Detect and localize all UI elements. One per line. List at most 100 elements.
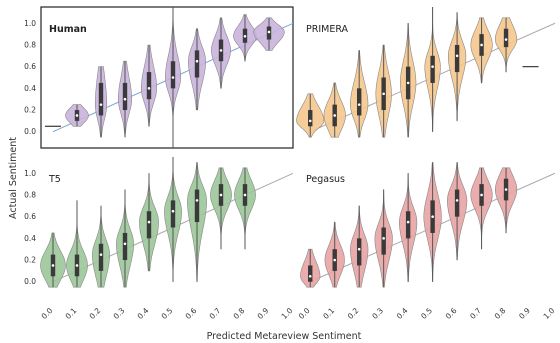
violin-median xyxy=(480,193,483,197)
violin-median xyxy=(123,242,127,246)
violin-iqr-box xyxy=(308,110,313,127)
x-tick-label: 0.6 xyxy=(444,306,459,321)
y-tick-label: 0.0 xyxy=(24,277,36,286)
violin-0 xyxy=(296,93,325,138)
x-tick-label: 0.7 xyxy=(208,306,223,321)
violin-3 xyxy=(116,189,134,288)
violin-median xyxy=(382,237,385,240)
violin-median xyxy=(406,81,410,85)
violin-iqr-box xyxy=(98,82,104,116)
violin-5 xyxy=(423,162,442,282)
violin-7 xyxy=(211,17,231,89)
panel-title: PRIMERA xyxy=(306,24,349,35)
violin-median xyxy=(195,199,199,202)
violin-median xyxy=(219,193,223,197)
violin-median xyxy=(123,97,127,101)
violin-1 xyxy=(323,82,346,138)
x-tick-label: 0.3 xyxy=(112,306,127,321)
violin-4 xyxy=(140,44,158,127)
violin-1 xyxy=(65,104,89,127)
x-tick-label: 0.8 xyxy=(232,306,247,321)
violin-7 xyxy=(470,17,493,84)
panel-1: PRIMERA xyxy=(296,7,556,138)
x-tick-label: 0.4 xyxy=(395,306,410,321)
x-tick-label: 0.9 xyxy=(517,306,532,321)
violin-median xyxy=(147,220,151,224)
violin-iqr-box xyxy=(122,232,128,261)
violin-iqr-box xyxy=(356,88,362,116)
violin-median xyxy=(308,119,312,123)
violin-8 xyxy=(234,167,256,250)
y-tick-label: 0.8 xyxy=(24,40,36,49)
panel-title: Pegasus xyxy=(306,174,345,185)
violin-median xyxy=(504,38,508,41)
violin-5 xyxy=(164,6,182,148)
violin-2 xyxy=(94,66,108,138)
violin-median xyxy=(99,103,103,106)
y-tick-label: 0.4 xyxy=(24,234,36,243)
violin-7 xyxy=(470,167,493,250)
x-tick-label: 1.0 xyxy=(280,306,295,321)
x-tick-label: 0.1 xyxy=(321,306,336,321)
violin-2 xyxy=(350,205,369,288)
violin-iqr-box xyxy=(381,227,386,255)
violin-6 xyxy=(448,12,467,122)
violin-iqr-box xyxy=(194,189,200,223)
y-tick-label: 1.0 xyxy=(24,19,36,28)
panel-2: 0.0 0.2 0.4 0.6 0.8 1.0 0.0 0.1 0.2 0.3 0.4 0.5 0.6 0… xyxy=(24,157,295,321)
violin-3 xyxy=(118,60,132,138)
violin-median xyxy=(333,258,337,262)
violin-median xyxy=(382,92,385,96)
x-tick-label: 0.0 xyxy=(40,306,55,321)
violin-median xyxy=(267,30,271,34)
panel-0: 0.0 0.2 0.4 0.6 0.8 1.0 Human xyxy=(24,6,294,149)
x-tick-label: 0.8 xyxy=(493,306,508,321)
violin-median xyxy=(75,264,79,267)
x-tick-label: 1.0 xyxy=(542,306,557,321)
violin-median xyxy=(357,103,361,106)
violin-median xyxy=(171,209,175,213)
panel-title: T5 xyxy=(48,174,61,185)
violin-2 xyxy=(350,50,369,138)
violin-iqr-box xyxy=(503,28,509,48)
panel-3: 0.0 0.1 0.2 0.3 0.4 0.5 0.6 0.7 0.8 0.9 1.0 Pegasus xyxy=(297,162,557,321)
violin-median xyxy=(75,114,79,117)
violin-3 xyxy=(374,189,393,288)
violin-3 xyxy=(375,44,392,138)
violin-0 xyxy=(300,248,321,288)
x-tick-label: 0.1 xyxy=(64,306,79,321)
violin-4 xyxy=(139,173,159,272)
violin-6 xyxy=(446,162,468,261)
violin-median xyxy=(171,76,175,79)
violin-median xyxy=(243,34,247,38)
x-tick-label: 0.7 xyxy=(468,306,483,321)
violin-median xyxy=(99,253,103,256)
y-tick-label: 1.0 xyxy=(24,169,36,178)
violin-iqr-box xyxy=(122,82,128,111)
y-tick-label: 0.6 xyxy=(24,62,36,71)
x-tick-label: 0.6 xyxy=(184,306,199,321)
violin-iqr-box xyxy=(194,50,200,78)
violin-4 xyxy=(399,23,417,138)
violin-iqr-box xyxy=(356,238,362,266)
panel-frame xyxy=(40,6,294,149)
x-tick-label: 0.9 xyxy=(256,306,271,321)
violin-7 xyxy=(210,167,232,250)
violin-median xyxy=(455,54,459,58)
violin-5 xyxy=(424,7,441,132)
violin-6 xyxy=(188,28,206,111)
x-tick-label: 0.4 xyxy=(136,306,151,321)
y-tick-label: 0.8 xyxy=(24,190,36,199)
violin-8 xyxy=(494,167,518,234)
violin-median xyxy=(504,188,508,191)
violin-6 xyxy=(187,162,207,282)
violin-median xyxy=(51,264,55,267)
violin-1 xyxy=(324,221,345,288)
violin-8 xyxy=(495,17,518,73)
y-tick-label: 0.6 xyxy=(24,212,36,221)
violin-median xyxy=(147,87,151,90)
violin-iqr-box xyxy=(454,189,460,217)
y-tick-label: 0.2 xyxy=(24,106,36,115)
y-tick-label: 0.4 xyxy=(24,84,36,93)
